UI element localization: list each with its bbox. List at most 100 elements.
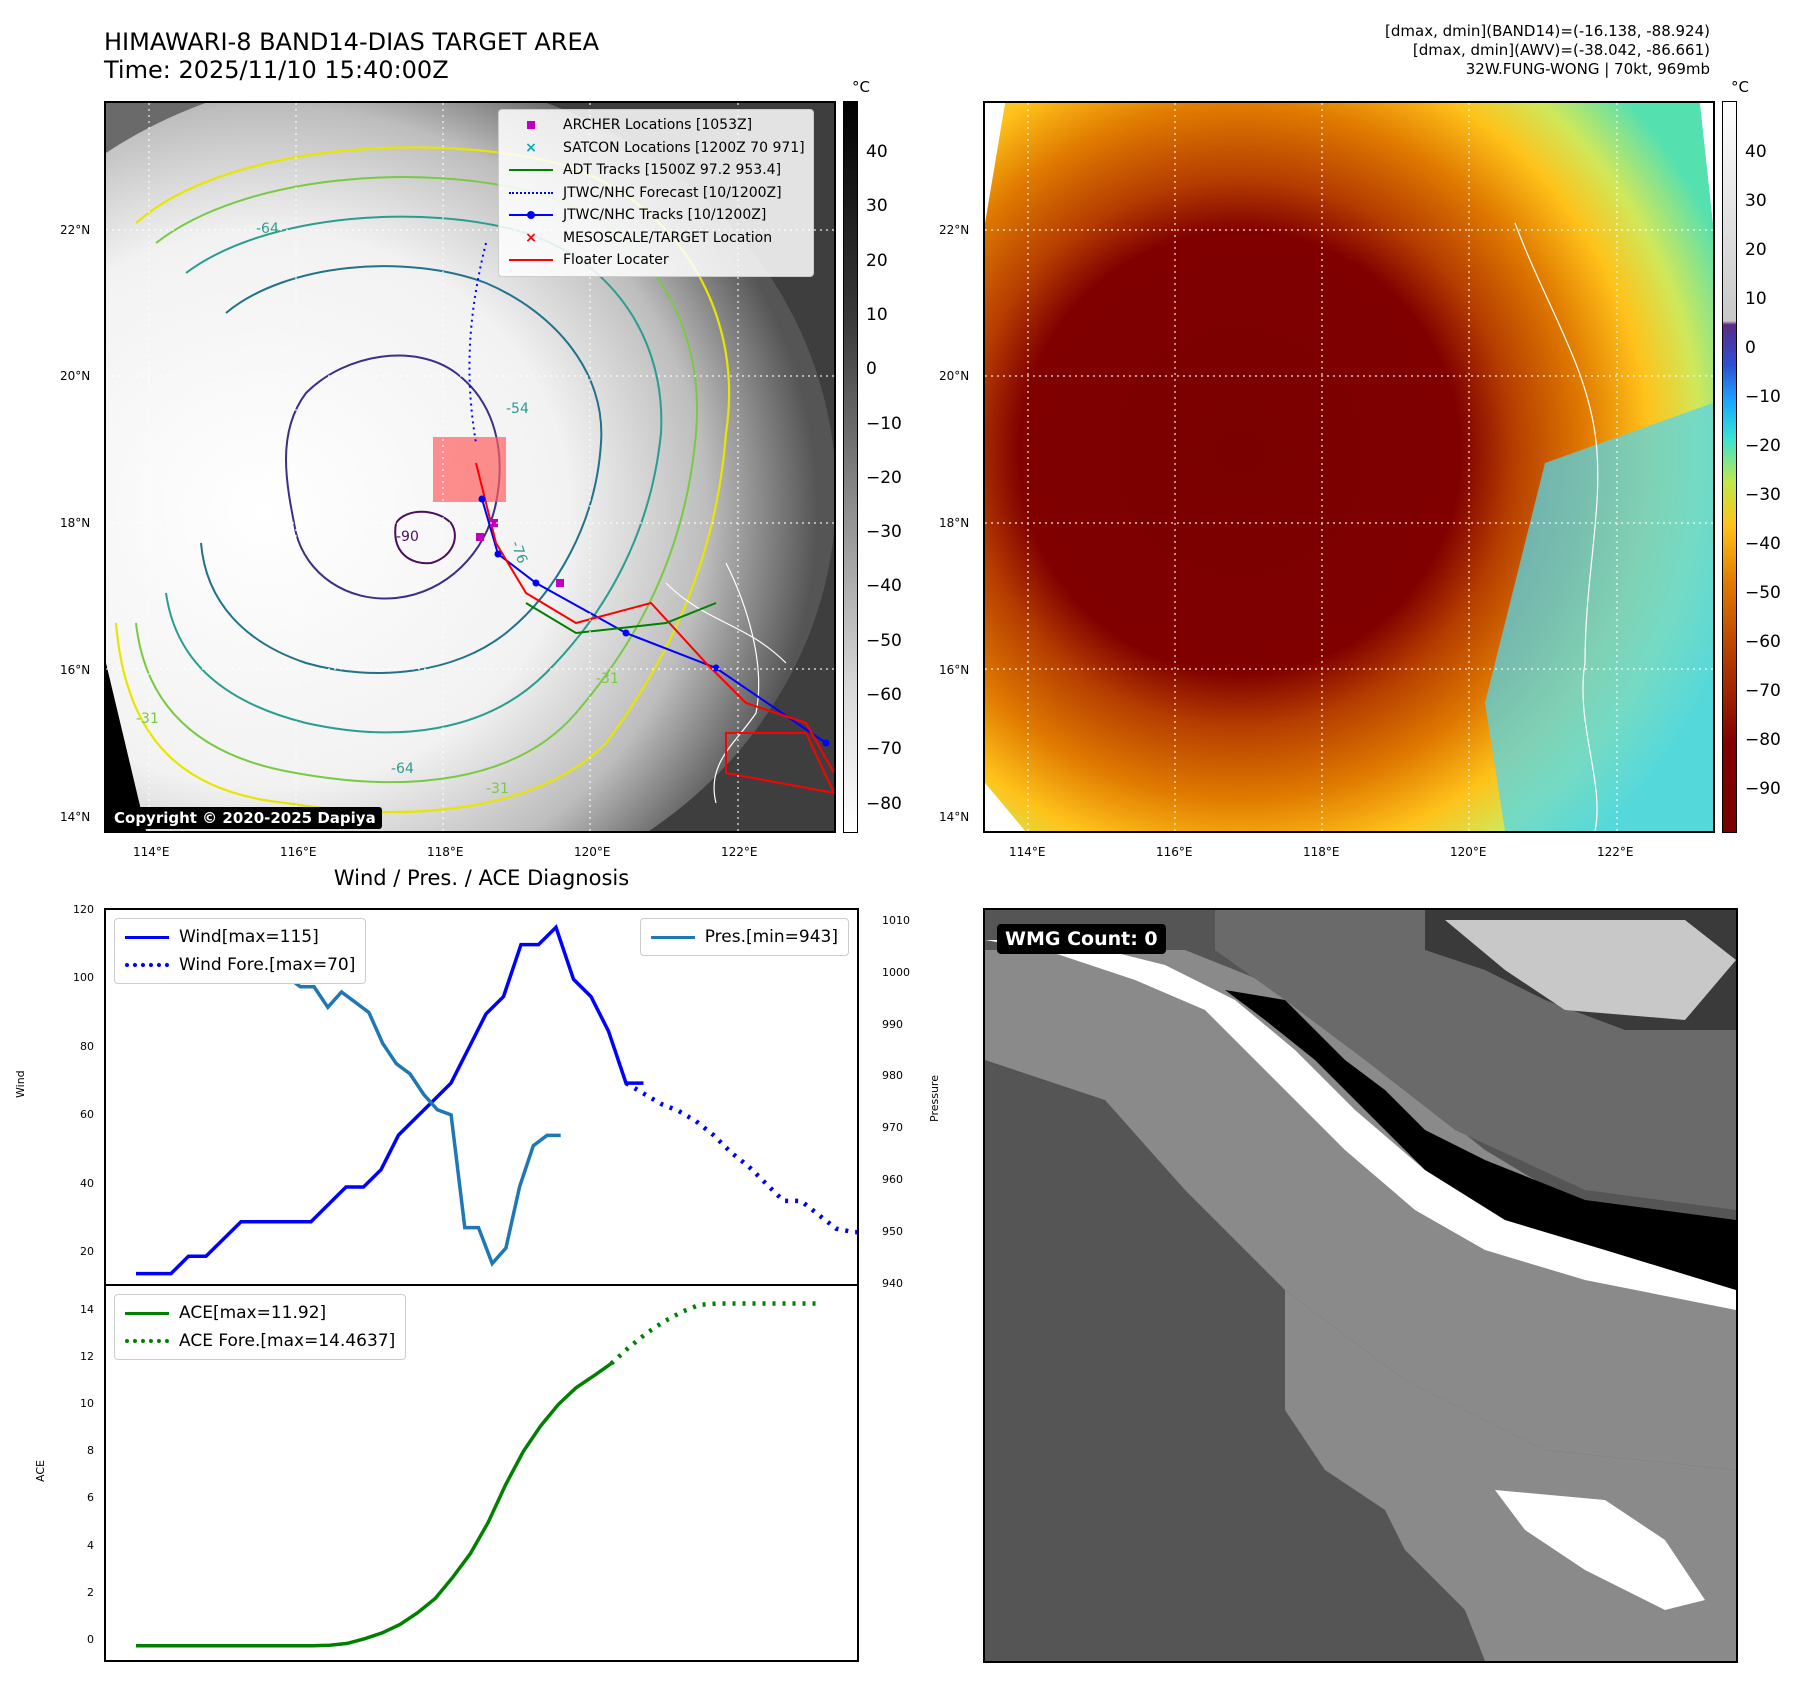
pressure-axis-tick: 950 — [882, 1224, 903, 1238]
gray-colorbar-tick: −40 — [866, 576, 902, 597]
color-colorbar-tick: 0 — [1745, 338, 1756, 358]
ace-axis-tick: 8 — [87, 1444, 94, 1458]
wind-axis-tick: 100 — [73, 971, 94, 985]
lon-label: 120°E — [574, 845, 611, 859]
lat-label: 16°N — [939, 663, 970, 677]
wind-legend: Wind[max=115] Wind Fore.[max=70] — [114, 918, 367, 984]
color-colorbar-tick: −60 — [1745, 632, 1781, 652]
color-colorbar-tick: −20 — [1745, 436, 1781, 456]
ace-axis-tick: 6 — [87, 1491, 94, 1505]
color-colorbar-tick: −40 — [1745, 534, 1781, 554]
ace-panel: ACE[max=11.92] ACE Fore.[max=14.4637] — [104, 1284, 859, 1662]
contour-label: -31 — [596, 671, 619, 687]
lat-label: 18°N — [60, 516, 91, 530]
pressure-axis-tick: 940 — [882, 1276, 903, 1290]
gray-colorbar-tick: −20 — [866, 467, 902, 488]
lat-label: 20°N — [60, 369, 91, 383]
gray-colorbar-tick: −60 — [866, 685, 902, 705]
wind-axis-tick: 40 — [80, 1176, 94, 1190]
lon-label: 116°E — [1156, 845, 1193, 859]
stats-block: [dmax, dmin](BAND14)=(-16.138, -88.924) … — [1110, 22, 1710, 79]
wmg-panel: WMG Count: 0 — [983, 908, 1738, 1663]
gray-colorbar-tick: 40 — [866, 142, 888, 162]
wind-axis-tick: 80 — [80, 1039, 94, 1053]
title-line-2: Time: 2025/11/10 15:40:00Z — [104, 56, 449, 84]
wmg-count-label: WMG Count: 0 — [997, 924, 1166, 954]
lon-label: 120°E — [1450, 845, 1487, 859]
pressure-ylabel: Pressure — [928, 1075, 941, 1122]
color-colorbar — [1722, 101, 1737, 833]
color-colorbar-tick: −70 — [1745, 681, 1781, 701]
lon-label: 114°E — [133, 845, 170, 859]
color-colorbar-tick: −30 — [1745, 485, 1781, 505]
lon-label: 116°E — [280, 845, 317, 859]
gray-colorbar — [843, 101, 858, 833]
wind-axis-tick: 20 — [80, 1245, 94, 1258]
pressure-axis-tick: 990 — [882, 1017, 903, 1031]
ace-axis-tick: 10 — [80, 1397, 94, 1411]
legend-jtwc-forecast: JTWC/NHC Forecast [10/1200Z] — [509, 182, 805, 205]
color-colorbar-tick: 30 — [1745, 191, 1767, 211]
gray-colorbar-tick: −30 — [866, 522, 902, 543]
wind-forecast-line — [624, 1081, 889, 1238]
color-colorbar-tick: −50 — [1745, 583, 1781, 603]
lat-label: 22°N — [939, 223, 970, 237]
pressure-axis-tick: 980 — [882, 1069, 903, 1083]
storm-info: 32W.FUNG-WONG | 70kt, 969mb — [1465, 60, 1710, 78]
lon-label: 122°E — [721, 845, 758, 859]
wind-series-line — [136, 924, 644, 1276]
gray-colorbar-tick: 0 — [866, 359, 877, 380]
gray-colorbar-tick: 20 — [866, 250, 888, 271]
color-colorbar-tick: 40 — [1745, 142, 1767, 162]
ace-forecast-line — [609, 1301, 823, 1366]
lat-label: 18°N — [939, 516, 970, 530]
awv-map-image — [985, 103, 1713, 831]
pressure-legend: Pres.[min=943] — [639, 918, 849, 956]
lon-label: 122°E — [1597, 845, 1634, 859]
colorbar-unit-right: °C — [1731, 78, 1749, 96]
color-colorbar-tick: −10 — [1745, 387, 1781, 407]
color-colorbar-tick: 10 — [1745, 289, 1767, 309]
pressure-axis-tick: 960 — [882, 1173, 903, 1186]
gray-colorbar-tick: 30 — [866, 196, 888, 217]
wind-ylabel: Wind — [14, 1070, 27, 1098]
ace-legend: ACE[max=11.92] ACE Fore.[max=14.4637] — [114, 1294, 407, 1360]
ir-map-panel: -54 -76 -64 -31 -64 -31 -31 -90 ARCHER L… — [104, 101, 836, 833]
wind-axis-tick: 120 — [73, 903, 94, 916]
wmg-image — [985, 910, 1736, 1661]
legend-satcon: × SATCON Locations [1200Z 70 971] — [525, 139, 805, 156]
lat-label: 14°N — [939, 810, 970, 824]
ace-axis-tick: 12 — [80, 1350, 94, 1364]
band14-range: [dmax, dmin](BAND14)=(-16.138, -88.924) — [1385, 22, 1710, 40]
ace-plot — [136, 1301, 823, 1648]
color-colorbar-tick: 20 — [1745, 240, 1767, 260]
ace-axis-tick: 14 — [80, 1303, 94, 1316]
gray-colorbar-tick: −80 — [866, 793, 902, 814]
legend-jtwc-tracks: JTWC/NHC Tracks [10/1200Z] — [509, 204, 805, 227]
awv-range: [dmax, dmin](AWV)=(-38.042, -86.661) — [1412, 41, 1710, 59]
figure-title: HIMAWARI-8 BAND14-DIAS TARGET AREA Time:… — [104, 28, 599, 84]
gray-colorbar-tick: 10 — [866, 304, 888, 325]
pressure-axis-tick: 1010 — [882, 914, 910, 927]
pressure-axis-tick: 1000 — [882, 965, 910, 979]
contour-label: -90 — [396, 529, 419, 545]
diagnosis-title: Wind / Pres. / ACE Diagnosis — [333, 866, 630, 890]
legend-adt: ADT Tracks [1500Z 97.2 953.4] — [509, 159, 805, 182]
gray-colorbar-tick: −50 — [866, 630, 902, 651]
legend-floater: Floater Locater — [509, 249, 805, 272]
lon-label: 118°E — [1303, 845, 1340, 859]
contour-label: -64 — [391, 761, 414, 777]
lat-label: 14°N — [60, 810, 91, 824]
contour-label: -31 — [136, 711, 159, 727]
ace-axis-tick: 0 — [87, 1632, 94, 1646]
lat-label: 20°N — [939, 369, 970, 383]
lon-label: 118°E — [427, 845, 464, 859]
pressure-legend-label: Pres.[min=943] — [704, 927, 838, 947]
ace-legend-label: ACE[max=11.92] — [179, 1303, 327, 1323]
contour-label: -31 — [486, 781, 509, 797]
wind-fore-legend-label: Wind Fore.[max=70] — [179, 955, 356, 975]
lat-label: 16°N — [60, 663, 91, 677]
wind-pressure-panel: Wind[max=115] Wind Fore.[max=70] Pres.[m… — [104, 908, 889, 1286]
contour-label: -76 — [507, 539, 530, 566]
gray-colorbar-tick: −70 — [866, 739, 902, 760]
